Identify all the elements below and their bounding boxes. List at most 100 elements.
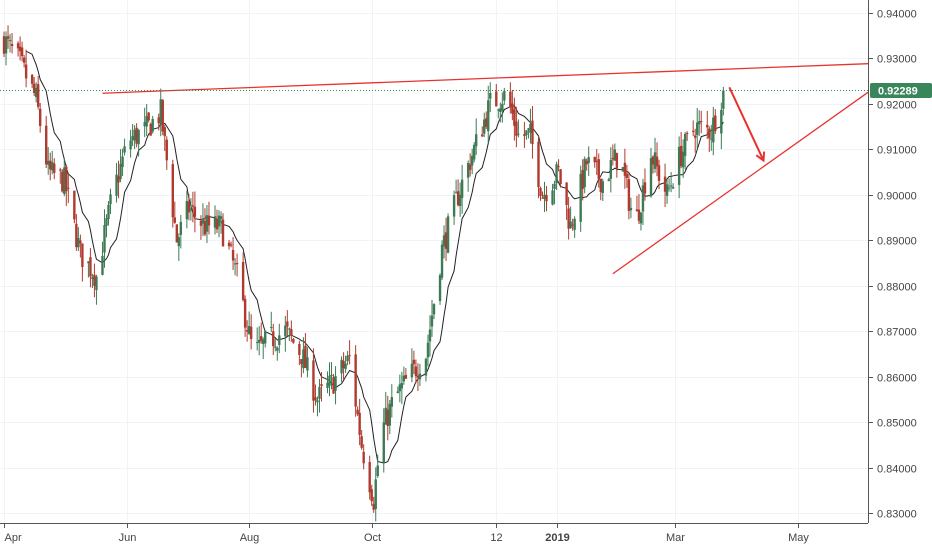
candlestick-series xyxy=(2,25,725,522)
candle-body xyxy=(573,218,576,230)
candle-body xyxy=(370,489,373,502)
plot-background xyxy=(0,0,868,523)
candle-body xyxy=(65,166,68,192)
candle-body xyxy=(340,359,343,374)
candle-body xyxy=(527,128,530,130)
candle-body xyxy=(312,360,315,401)
y-tick-label: 0.86000 xyxy=(877,373,917,385)
candle-body xyxy=(49,160,52,170)
candle-body xyxy=(649,158,653,197)
candle-body xyxy=(587,157,590,163)
candle-body xyxy=(613,149,617,161)
candle-body xyxy=(193,206,197,217)
candle-body xyxy=(115,174,118,196)
candle-body xyxy=(531,120,534,145)
candle-body xyxy=(316,400,319,403)
candle-body xyxy=(362,451,365,464)
y-tick-label: 0.92000 xyxy=(877,100,917,112)
candle-body xyxy=(245,330,249,332)
y-tick-label: 0.93000 xyxy=(877,54,917,66)
candle-body xyxy=(77,238,80,248)
candle-body xyxy=(290,329,293,336)
candle-body xyxy=(185,200,189,220)
candle-body xyxy=(241,261,245,300)
candle-body xyxy=(201,218,205,224)
candle-body xyxy=(553,183,556,189)
candle-body xyxy=(485,118,488,127)
candle-body xyxy=(249,326,253,339)
candle-body xyxy=(318,386,321,399)
time-axis[interactable]: Apr Jun Aug Oct 12 2019 Mar May xyxy=(4,523,810,544)
candle-body xyxy=(105,218,108,226)
candle-body xyxy=(235,262,239,265)
price-axis[interactable]: 0.94000 0.93000 0.92000 0.91000 0.90000 0.890… xyxy=(868,9,917,521)
candle-body xyxy=(581,170,584,189)
last-price-label-background xyxy=(870,83,932,99)
trendline[interactable] xyxy=(612,91,869,275)
candle-body xyxy=(698,121,701,125)
candle-body xyxy=(374,479,377,509)
candle-body xyxy=(597,159,600,180)
candle-body xyxy=(20,47,24,57)
candle-body xyxy=(651,156,655,165)
candle-body xyxy=(499,108,502,112)
x-tick-label: Oct xyxy=(364,532,381,544)
candle-body xyxy=(497,109,500,111)
candle-body xyxy=(599,178,602,192)
candle-body xyxy=(557,166,560,168)
candle-body xyxy=(571,224,574,226)
candle-body xyxy=(286,321,289,327)
y-tick-label: 0.94000 xyxy=(877,9,917,21)
candle-body xyxy=(121,156,124,168)
last-price-label: 0.92289 xyxy=(870,83,932,99)
candle-body xyxy=(87,261,90,264)
candle-body xyxy=(298,344,301,355)
candle-body xyxy=(360,436,363,448)
candle-body xyxy=(468,164,472,170)
candle-body xyxy=(101,255,104,275)
candle-body xyxy=(452,195,456,217)
candle-body xyxy=(372,503,375,510)
candle-body xyxy=(217,215,221,227)
candle-body xyxy=(539,187,542,197)
candle-body xyxy=(712,117,715,143)
candle-body xyxy=(601,181,604,194)
candle-body xyxy=(53,163,56,173)
grid-lines xyxy=(0,0,868,523)
candle-body xyxy=(495,91,498,107)
candle-body xyxy=(396,391,400,393)
candle-body xyxy=(460,179,464,198)
candle-body xyxy=(525,130,528,136)
candle-body xyxy=(503,90,506,101)
candle-body xyxy=(147,112,150,121)
candle-body xyxy=(38,108,42,126)
candle-body xyxy=(255,342,259,344)
candle-body xyxy=(629,207,633,211)
candle-body xyxy=(233,263,237,265)
candle-body xyxy=(179,221,183,235)
candle-body xyxy=(593,156,596,163)
candle-body xyxy=(517,133,520,135)
arrow-shaft[interactable] xyxy=(728,86,765,161)
candle-body xyxy=(36,84,40,107)
candle-body xyxy=(24,64,28,79)
candle-body xyxy=(276,347,279,351)
trendline-layer xyxy=(0,63,869,275)
candle-body xyxy=(430,315,434,327)
trendline[interactable] xyxy=(102,63,869,94)
candle-body xyxy=(356,409,359,415)
candle-body xyxy=(481,134,484,137)
moving-average-line xyxy=(25,50,724,464)
candle-body xyxy=(6,36,10,39)
candle-body xyxy=(67,187,70,189)
candle-body xyxy=(227,242,231,247)
candle-body xyxy=(173,217,177,223)
candle-body xyxy=(151,119,154,132)
x-tick-label: Apr xyxy=(5,532,22,544)
candle-body xyxy=(585,160,588,165)
candle-body xyxy=(722,90,725,109)
candle-body xyxy=(203,220,207,235)
candle-body xyxy=(175,224,179,243)
candle-body xyxy=(474,134,478,147)
